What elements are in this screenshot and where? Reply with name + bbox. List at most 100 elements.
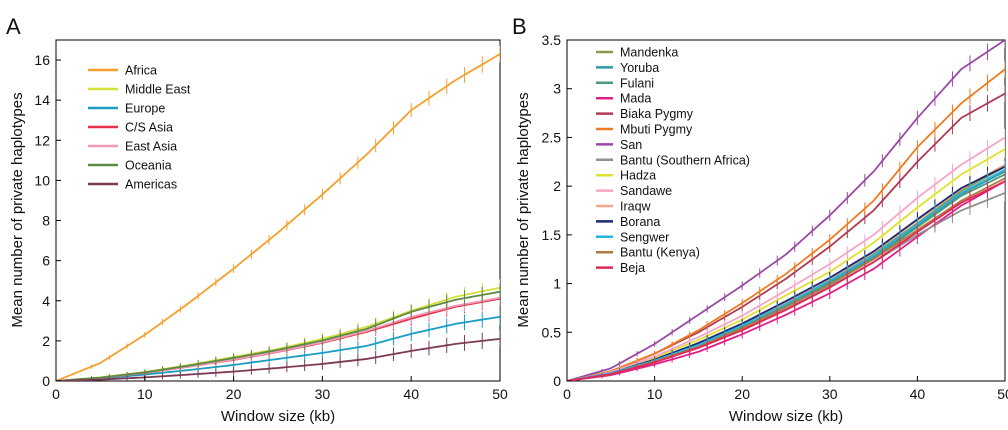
panel-b-y-tick-label: 3 xyxy=(553,81,561,97)
panel-b-legend-item: Sengwer xyxy=(596,230,669,244)
panel-a-y-axis-title: Mean number of private haplotypes xyxy=(9,92,26,327)
panel-a-x-tick-label: 20 xyxy=(226,386,242,402)
panel-b-series-line-beja xyxy=(567,180,1005,381)
panel-b-legend-label: Sengwer xyxy=(620,230,669,244)
panel-a-legend-label: Europe xyxy=(125,102,165,116)
panel-b-ticks: 0 10 20 30 40 50 0 0.5 1 1.5 2 2.5 3 3.5 xyxy=(542,32,1008,402)
panel-b-error-bars-6 xyxy=(601,40,1005,373)
panel-b-y-tick-label: 0.5 xyxy=(542,324,562,340)
panel-b-x-tick-label: 50 xyxy=(997,386,1008,402)
panel-a-y-tick-label: 8 xyxy=(42,213,50,229)
panel-a-legend-label: Americas xyxy=(125,178,177,192)
panel-b-legend-label: Bantu (Kenya) xyxy=(620,246,700,260)
panel-b-legend-label: Mandenka xyxy=(620,46,678,60)
panel-a-x-tick-label: 10 xyxy=(137,386,153,402)
panel-a-legend-item: Africa xyxy=(88,64,157,78)
panel-b-error-bars-9 xyxy=(601,128,1005,377)
panel-b-legend-label: San xyxy=(620,138,642,152)
panel-b-y-tick-label: 1.5 xyxy=(542,227,562,243)
panel-b-y-tick-label: 2 xyxy=(553,178,561,194)
panel-a-series-line-oceania xyxy=(56,290,500,381)
panel-b-legend-item: Bantu (Southern Africa) xyxy=(596,153,750,167)
panel-b-legend-item: Yoruba xyxy=(596,61,659,75)
panel-b: B 0 10 20 30 40 50 0 0.5 1 1.5 2 2.5 3 3.5 MandenkaYo… xyxy=(512,14,1008,425)
panel-a-y-tick-label: 16 xyxy=(34,52,50,68)
panel-b-legend-item: Biaka Pygmy xyxy=(596,107,694,121)
panel-a-x-axis-title: Window size (kb) xyxy=(221,408,335,425)
panel-b-legend-item: Borana xyxy=(596,215,660,229)
panel-b-plot-frame xyxy=(566,39,1006,382)
panel-b-x-tick-label: 10 xyxy=(647,386,663,402)
panel-a-letter: A xyxy=(6,14,21,39)
panel-a-legend-item: East Asia xyxy=(88,140,177,154)
panel-a-legend-item: Oceania xyxy=(88,159,172,173)
panel-b-legend-item: Hadza xyxy=(596,169,656,183)
panel-b-x-tick-label: 30 xyxy=(822,386,838,402)
panel-b-legend-item: Beja xyxy=(596,261,645,275)
panel-b-legend-label: Hadza xyxy=(620,169,656,183)
panel-b-legend-item: Bantu (Kenya) xyxy=(596,246,700,260)
panel-b-legend-item: Mandenka xyxy=(596,46,678,60)
panel-b-legend-label: Beja xyxy=(620,261,645,275)
panel-a-legend-item: C/S Asia xyxy=(88,121,173,135)
panel-a-y-tick-label: 12 xyxy=(34,132,50,148)
panel-a-legend-label: Africa xyxy=(125,64,157,78)
panel-b-y-tick-label: 2.5 xyxy=(542,129,562,145)
panel-b-legend-item: Iraqw xyxy=(596,200,652,214)
panel-a-ticks: 0 10 20 30 40 50 0 2 4 6 8 10 12 14 16 xyxy=(34,52,508,402)
panel-b-legend-item: Mbuti Pygmy xyxy=(596,123,693,137)
panel-a-x-tick-label: 0 xyxy=(52,386,60,402)
panel-b-legend-label: Biaka Pygmy xyxy=(620,107,694,121)
panel-b-x-axis-title: Window size (kb) xyxy=(729,408,843,425)
panel-a: A 0 10 20 30 40 50 0 2 4 6 8 10 12 14 16 Africa Middle … xyxy=(6,14,508,425)
panel-a-legend-item: Middle East xyxy=(88,83,191,97)
panel-b-legend-label: Fulani xyxy=(620,76,654,90)
panel-b-series-lines xyxy=(567,40,1005,381)
panel-a-legend-label: East Asia xyxy=(125,140,177,154)
panel-a-y-tick-label: 14 xyxy=(34,92,50,108)
panel-a-series-lines xyxy=(56,45,500,381)
panel-b-y-tick-label: 1 xyxy=(553,276,561,292)
panel-b-error-bars-14 xyxy=(601,172,1005,378)
panel-a-series-line-africa xyxy=(56,53,500,381)
panel-a-legend: Africa Middle East Europe C/S Asia East Asia… xyxy=(88,64,191,192)
panel-b-legend-label: Mbuti Pygmy xyxy=(620,123,693,137)
panel-a-legend-label: C/S Asia xyxy=(125,121,173,135)
panel-b-y-tick-label: 3.5 xyxy=(542,32,562,48)
panel-b-series-line-mbuti-pygmy xyxy=(567,68,1005,381)
panel-b-legend-label: Bantu (Southern Africa) xyxy=(620,153,750,167)
panel-a-x-tick-label: 40 xyxy=(403,386,419,402)
panel-a-x-tick-label: 50 xyxy=(492,386,508,402)
panel-a-series-line-middle-east xyxy=(56,286,500,381)
panel-a-y-tick-label: 2 xyxy=(42,333,50,349)
panel-b-y-axis-title: Mean number of private haplotypes xyxy=(515,92,532,327)
panel-b-error-bars-5 xyxy=(601,60,1005,376)
panel-b-series-line-san xyxy=(567,40,1005,381)
panel-b-legend-label: Sandawe xyxy=(620,184,672,198)
panel-b-series-line-sandawe xyxy=(567,136,1005,381)
panel-a-series-line-americas xyxy=(56,337,500,381)
panel-b-legend-item: San xyxy=(596,138,642,152)
panel-b-series-line-sengwer xyxy=(567,168,1005,381)
panel-a-x-tick-label: 30 xyxy=(315,386,331,402)
panel-b-x-tick-label: 20 xyxy=(734,386,750,402)
panel-b-legend-label: Mada xyxy=(620,92,651,106)
panel-a-legend-label: Oceania xyxy=(125,159,172,173)
panel-a-series-line-europe xyxy=(56,315,500,381)
panel-b-x-tick-label: 0 xyxy=(563,386,571,402)
panel-a-y-tick-label: 4 xyxy=(42,293,50,309)
panel-b-legend-item: Sandawe xyxy=(596,184,672,198)
panel-b-x-tick-label: 40 xyxy=(910,386,926,402)
panel-a-legend-item: Americas xyxy=(88,178,177,192)
panel-a-y-tick-label: 6 xyxy=(42,253,50,269)
panel-b-legend-item: Fulani xyxy=(596,76,654,90)
panel-b-legend-label: Borana xyxy=(620,215,660,229)
panel-a-error-bars-6 xyxy=(91,330,500,381)
panel-a-legend-item: Europe xyxy=(88,102,165,116)
panel-a-y-tick-label: 10 xyxy=(34,172,50,188)
panel-a-plot-frame xyxy=(55,39,501,382)
panel-a-error-bars-0 xyxy=(91,45,500,369)
panel-a-y-tick-label: 0 xyxy=(42,373,50,389)
